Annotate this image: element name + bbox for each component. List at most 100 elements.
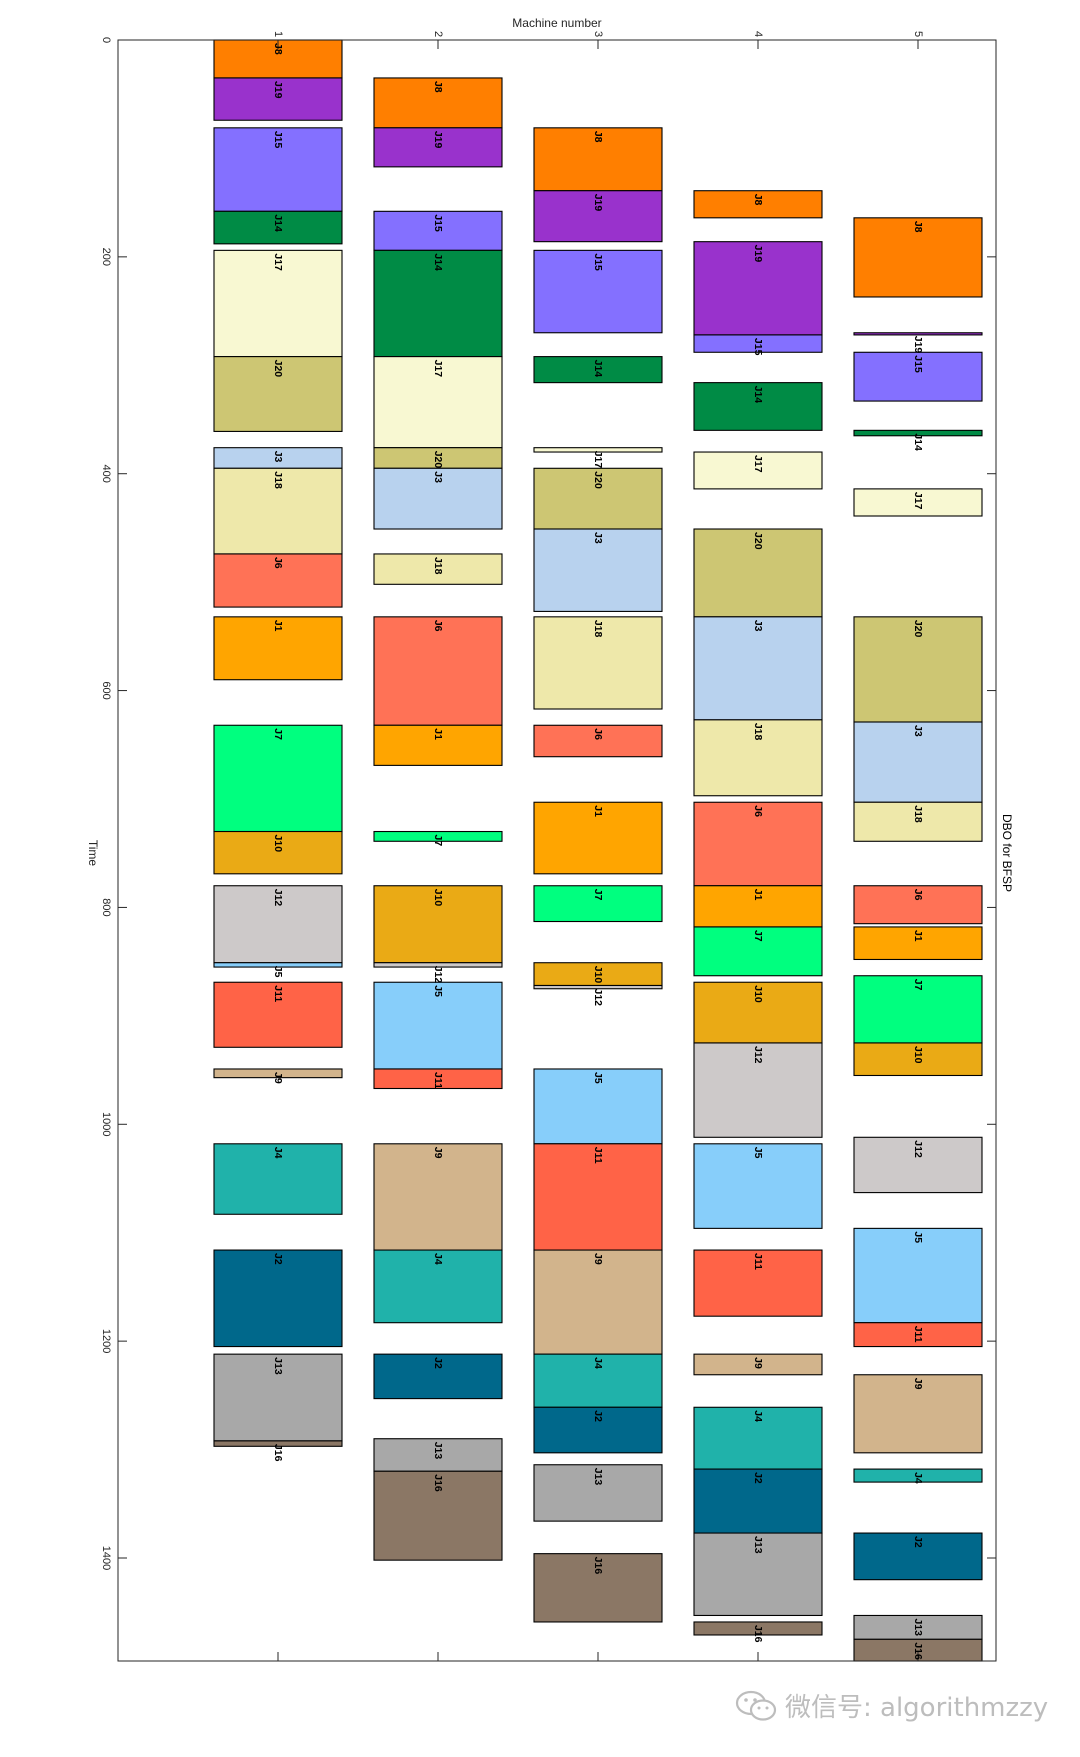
bar-label-m5-j13: J13 [912, 1618, 924, 1636]
bar-label-m5-j18: J18 [912, 805, 924, 823]
bar-label-m4-j1: J1 [752, 889, 764, 901]
x-tick-label: 2 [432, 31, 444, 37]
bar-label-m2-j19: J19 [432, 131, 444, 149]
y-tick-label: 1000 [100, 1112, 112, 1136]
bar-label-m4-j2: J2 [752, 1472, 764, 1484]
bar-label-m2-j4: J4 [432, 1253, 444, 1265]
bar-m1-j20 [213, 356, 343, 432]
y-tick-label: 0 [100, 37, 112, 43]
bar-m5-j15 [853, 351, 983, 402]
bar-label-m4-j9: J9 [752, 1357, 764, 1369]
bar-m1-j9 [213, 1068, 343, 1079]
bar-m4-j8 [693, 190, 823, 219]
bar-m4-j7 [693, 926, 823, 977]
bar-m1-j1 [213, 616, 343, 681]
bar-label-m5-j11: J11 [912, 1326, 924, 1343]
bar-label-m4-j12: J12 [752, 1046, 764, 1064]
bar-label-m3-j13: J13 [592, 1468, 604, 1486]
bar-m5-j3 [853, 721, 983, 803]
bar-m4-j19 [693, 241, 823, 336]
x-tick-label: 1 [272, 31, 284, 37]
bar-m5-j11 [853, 1322, 983, 1348]
wechat-icon [735, 1690, 777, 1721]
bar-label-m1-j19: J19 [272, 81, 284, 99]
bar-m1-j19 [213, 77, 343, 121]
bar-label-m4-j4: J4 [752, 1410, 764, 1422]
bar-m2-j2 [373, 1353, 503, 1400]
bar-m1-j10 [213, 830, 343, 875]
bar-m3-j19 [533, 190, 663, 243]
bar-m2-j12 [373, 962, 503, 968]
bar-m4-j11 [693, 1249, 823, 1317]
bar-m4-j10 [693, 981, 823, 1044]
bar-label-m5-j4: J4 [912, 1472, 924, 1484]
y-tick-label: 200 [100, 248, 112, 266]
bar-label-m4-j16: J16 [752, 1625, 764, 1643]
bar-label-m4-j18: J18 [752, 723, 764, 741]
bar-m1-j11 [213, 981, 343, 1048]
bar-m5-j18 [853, 801, 983, 842]
bar-label-m3-j19: J19 [592, 194, 604, 212]
y-tick-label: 600 [100, 681, 112, 699]
bar-label-m1-j5: J5 [272, 966, 284, 978]
x-axis-label: Machine number [512, 16, 601, 30]
bar-label-m3-j11: J11 [592, 1147, 604, 1164]
bar-label-m1-j13: J13 [272, 1357, 284, 1375]
bar-m4-j17 [693, 451, 823, 490]
bar-m1-j18 [213, 467, 343, 555]
bar-m1-j14 [213, 210, 343, 245]
bar-label-m5-j14: J14 [912, 433, 924, 451]
bar-label-m3-j1: J1 [592, 805, 604, 817]
bar-label-m3-j2: J2 [592, 1410, 604, 1422]
bar-m3-j11 [533, 1143, 663, 1251]
bar-m2-j19 [373, 127, 503, 168]
bar-m2-j9 [373, 1143, 503, 1251]
bar-label-m1-j18: J18 [272, 471, 284, 489]
bar-label-m5-j20: J20 [912, 620, 924, 638]
watermark-text: 微信号: algorithmzzy [785, 1693, 1049, 1723]
bar-label-m5-j6: J6 [912, 889, 924, 901]
bar-label-m1-j10: J10 [272, 835, 284, 853]
bar-label-m1-j17: J17 [272, 253, 284, 271]
bar-label-m4-j17: J17 [752, 455, 764, 473]
axes-layer: 1 2 3 4 5 0 200 400 600 800 1000 1200 1400 Machine nu… [86, 16, 1014, 1662]
bar-m4-j15 [693, 334, 823, 353]
bar-m2-j4 [373, 1249, 503, 1324]
bar-m5-j10 [853, 1042, 983, 1077]
bar-label-m5-j9: J9 [912, 1378, 924, 1390]
bar-label-m4-j3: J3 [752, 620, 764, 632]
bar-m5-j8 [853, 217, 983, 298]
bar-m3-j16 [533, 1553, 663, 1623]
bar-m4-j4 [693, 1406, 823, 1470]
bar-m2-j8 [373, 77, 503, 129]
bar-m2-j18 [373, 553, 503, 585]
bar-m4-j18 [693, 719, 823, 797]
bar-m5-j2 [853, 1532, 983, 1581]
bar-label-m4-j5: J5 [752, 1147, 764, 1159]
bar-label-m3-j9: J9 [592, 1253, 604, 1265]
bar-label-m2-j10: J10 [432, 889, 444, 907]
bar-m4-j2 [693, 1468, 823, 1534]
bar-m5-j9 [853, 1374, 983, 1454]
bar-m1-j7 [213, 724, 343, 833]
bar-label-m1-j3: J3 [272, 451, 284, 463]
bar-m5-j4 [853, 1468, 983, 1483]
bar-label-m4-j6: J6 [752, 805, 764, 817]
bar-m1-j5 [213, 962, 343, 968]
bar-label-m3-j4: J4 [592, 1357, 604, 1369]
bar-label-m1-j8: J8 [272, 43, 284, 55]
bar-label-m4-j13: J13 [752, 1536, 764, 1554]
bar-m3-j8 [533, 127, 663, 192]
bar-label-m2-j5: J5 [432, 985, 444, 997]
bar-label-m1-j12: J12 [272, 889, 284, 907]
y-tick-label: 400 [100, 465, 112, 483]
bar-label-m5-j17: J17 [912, 492, 924, 510]
bar-label-m2-j9: J9 [432, 1147, 444, 1159]
bar-label-m2-j12: J12 [432, 966, 444, 984]
bar-m1-j2 [213, 1249, 343, 1348]
bar-label-m5-j8: J8 [912, 221, 924, 233]
bar-label-m5-j10: J10 [912, 1046, 924, 1064]
bar-label-m3-j6: J6 [592, 728, 604, 740]
bar-m3-j2 [533, 1406, 663, 1454]
bar-label-m2-j7: J7 [432, 835, 444, 847]
